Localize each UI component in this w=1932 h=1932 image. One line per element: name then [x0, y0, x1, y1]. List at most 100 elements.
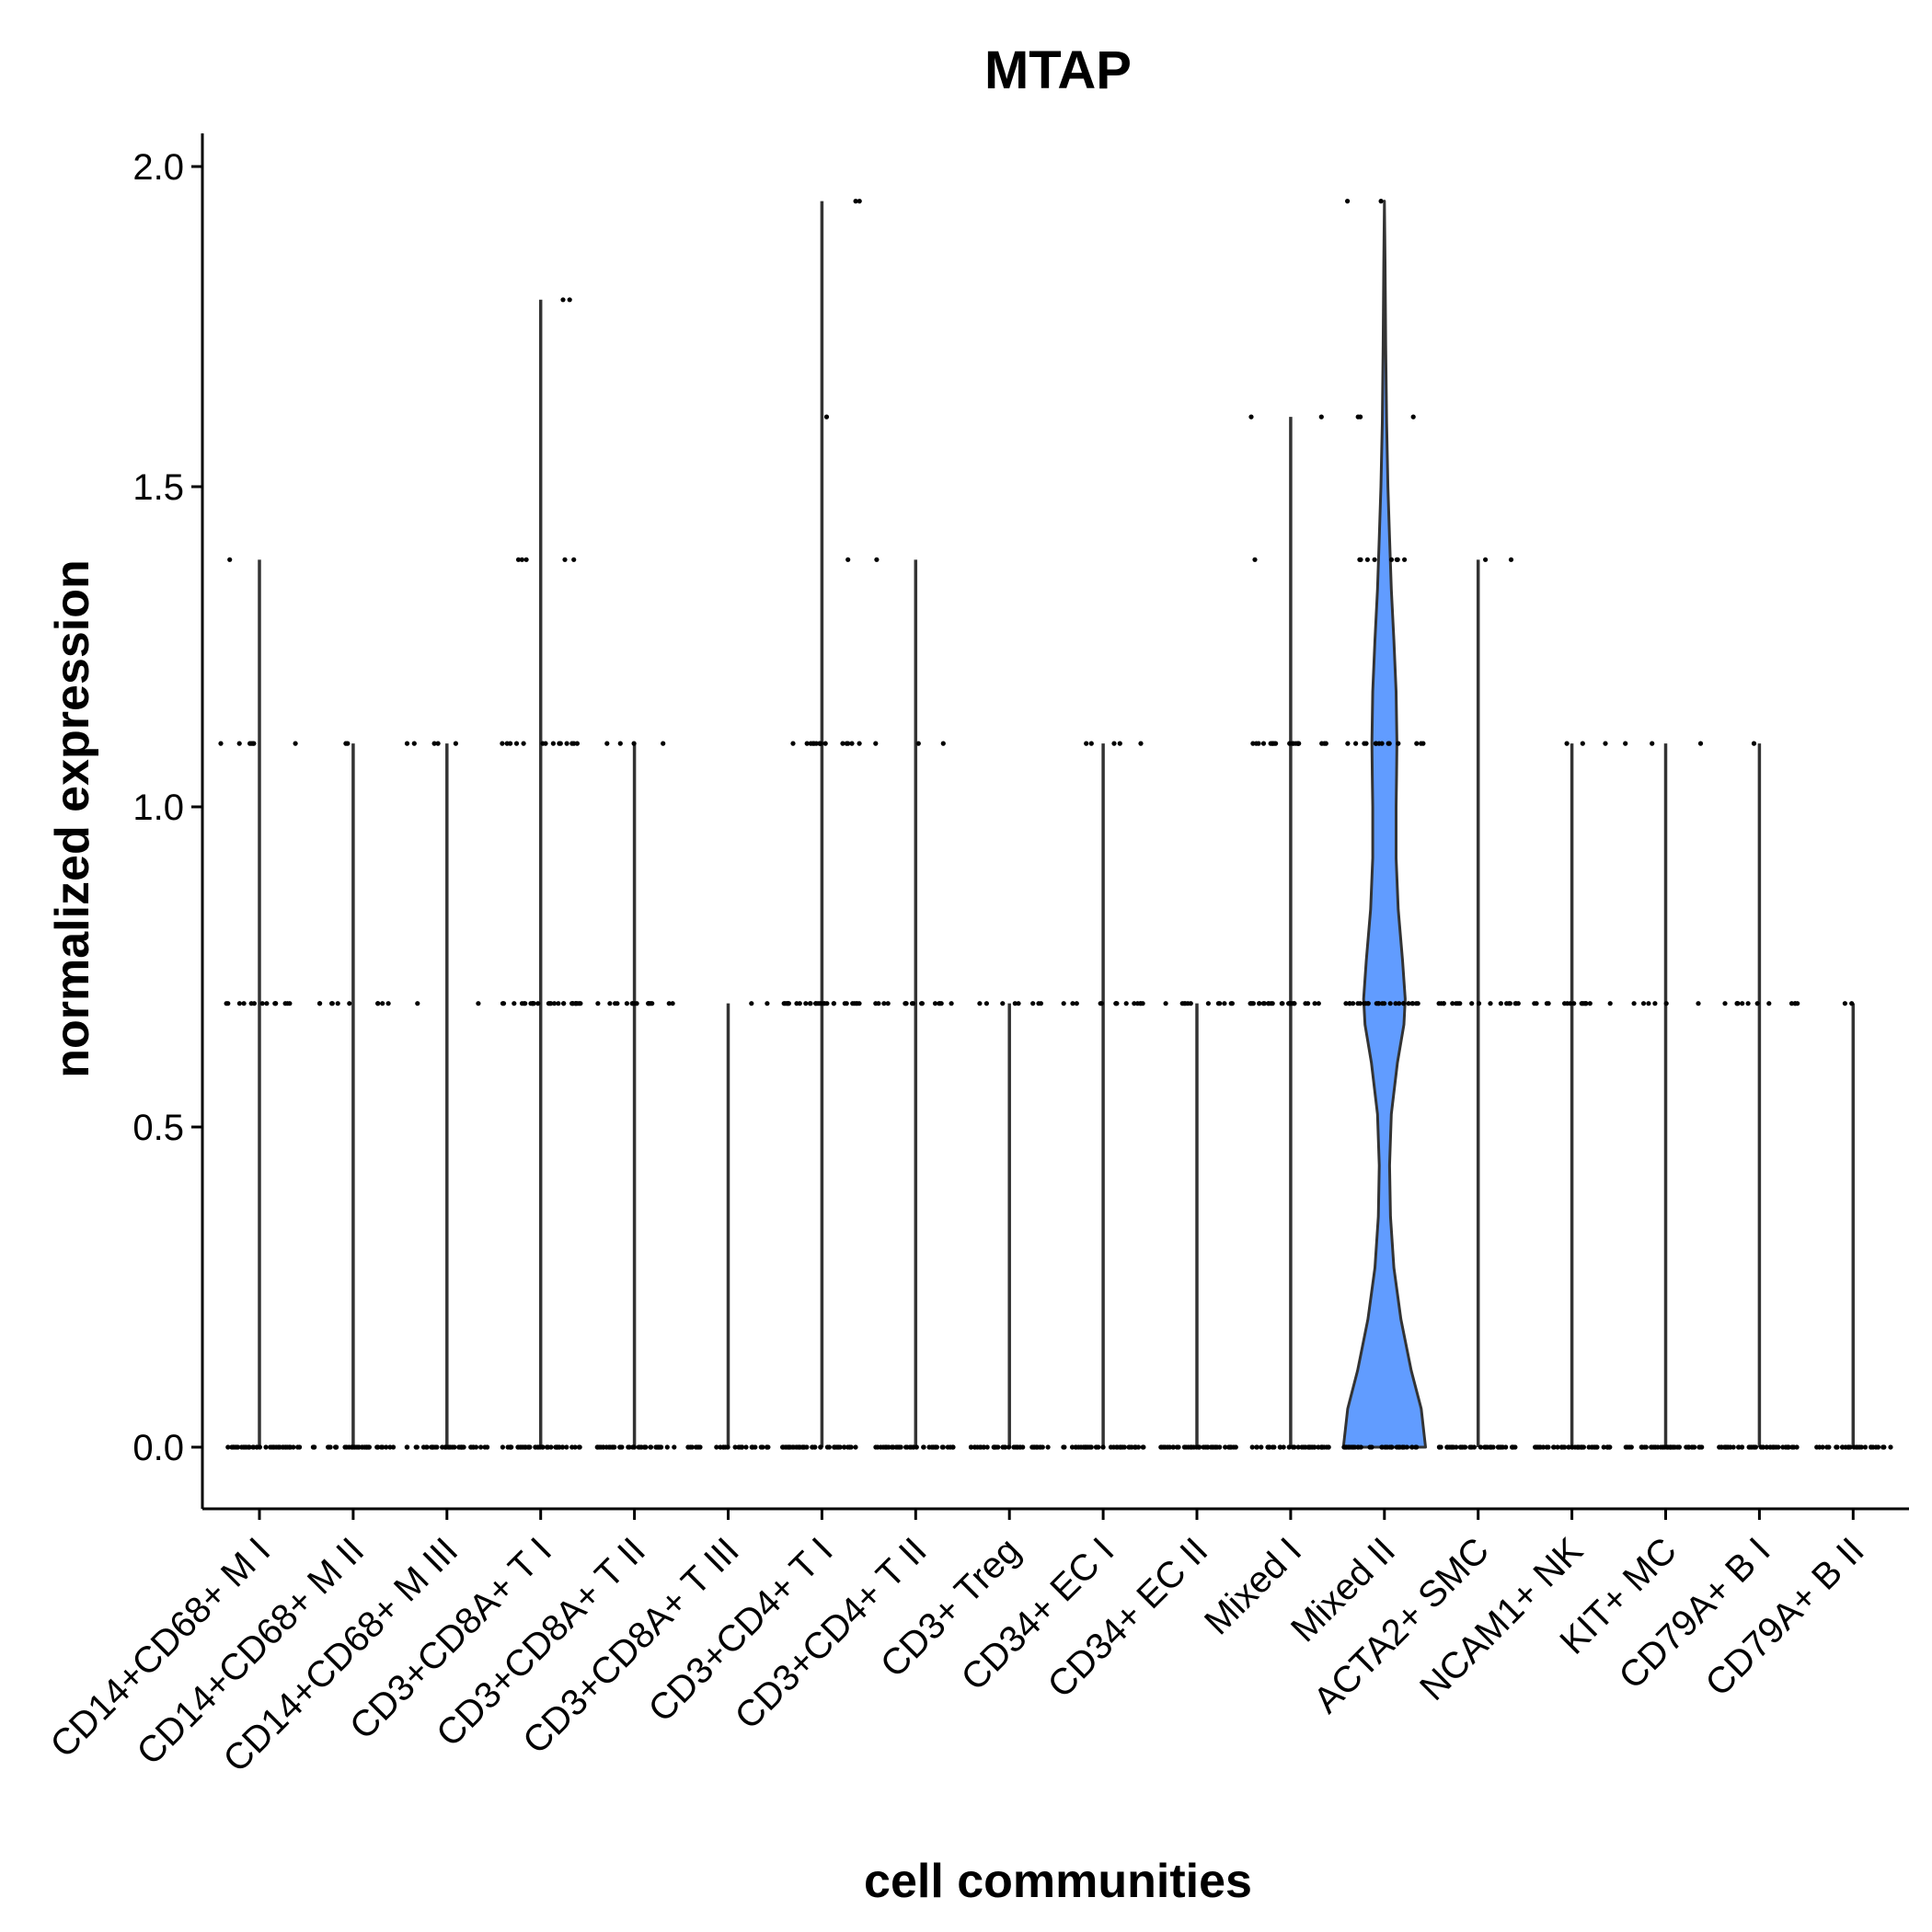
data-point: [880, 1444, 886, 1450]
data-point: [1771, 1444, 1777, 1450]
data-point: [1414, 741, 1420, 746]
data-point: [333, 1444, 339, 1450]
data-point: [1210, 1444, 1215, 1450]
data-point: [1766, 1001, 1772, 1006]
data-point: [1869, 1444, 1874, 1450]
data-point: [800, 1444, 806, 1450]
data-point: [974, 1444, 980, 1450]
data-point: [1295, 1444, 1301, 1450]
data-point: [1862, 1444, 1869, 1450]
data-point: [1583, 1001, 1589, 1006]
data-point: [1450, 1001, 1455, 1006]
y-tick-label: 0.5: [132, 1108, 184, 1148]
data-point: [1069, 1444, 1075, 1450]
data-point: [1111, 741, 1117, 746]
data-point: [1489, 1444, 1494, 1450]
data-point: [1270, 1444, 1275, 1450]
data-point: [631, 741, 637, 746]
data-point: [1016, 1001, 1021, 1006]
data-point: [1544, 1001, 1549, 1006]
data-point: [1123, 1001, 1129, 1006]
data-point: [1248, 414, 1254, 420]
data-point: [1717, 1444, 1722, 1450]
data-point: [1205, 1001, 1211, 1006]
data-point: [562, 557, 568, 562]
data-point: [1299, 1444, 1305, 1450]
data-point: [1469, 1001, 1475, 1006]
data-point: [1319, 1444, 1325, 1450]
data-point: [613, 1001, 618, 1006]
data-point: [1400, 1444, 1406, 1450]
data-point: [1386, 741, 1392, 746]
data-point: [1183, 1444, 1189, 1450]
data-point: [1358, 1444, 1363, 1450]
data-point: [567, 297, 572, 303]
data-point: [1794, 1444, 1800, 1450]
data-point: [460, 1444, 466, 1450]
data-point: [1197, 1444, 1202, 1450]
data-point: [714, 1444, 719, 1450]
data-point: [291, 1444, 296, 1450]
data-point: [626, 1444, 631, 1450]
data-point: [293, 741, 298, 746]
data-point: [342, 1444, 348, 1450]
data-point: [697, 1444, 703, 1450]
data-point: [1387, 1001, 1393, 1006]
data-point: [254, 1444, 259, 1450]
data-point: [1395, 557, 1400, 562]
data-point: [875, 1444, 880, 1450]
data-point: [1439, 1001, 1444, 1006]
data-point: [656, 1444, 661, 1450]
data-point: [411, 741, 417, 746]
data-point: [835, 1444, 841, 1450]
data-point: [1857, 1444, 1862, 1450]
data-point: [533, 1444, 538, 1450]
data-point: [1303, 1001, 1308, 1006]
data-point: [845, 741, 851, 746]
data-point: [898, 1444, 903, 1450]
data-point: [914, 1444, 919, 1450]
data-point: [1045, 1444, 1051, 1450]
data-point: [1345, 741, 1351, 746]
data-point: [1290, 1444, 1295, 1450]
data-point: [1261, 1001, 1267, 1006]
data-point: [1623, 1444, 1628, 1450]
data-point: [287, 1444, 293, 1450]
data-point: [1562, 1001, 1568, 1006]
data-point: [1345, 199, 1351, 204]
data-point: [1303, 1444, 1308, 1450]
data-point: [520, 1444, 525, 1450]
y-axis-title: normalized expression: [46, 559, 99, 1078]
data-point: [1817, 1444, 1823, 1450]
data-point: [978, 1444, 983, 1450]
data-point: [1020, 1444, 1026, 1450]
data-point: [247, 1444, 252, 1450]
data-point: [1357, 557, 1363, 562]
data-point: [404, 741, 410, 746]
data-point: [732, 1444, 738, 1450]
data-point: [500, 1444, 506, 1450]
data-point: [624, 1001, 630, 1006]
data-point: [1570, 1444, 1575, 1450]
data-point: [594, 1444, 601, 1450]
data-point: [326, 1444, 331, 1450]
data-point: [1132, 1001, 1137, 1006]
data-point: [1040, 1444, 1045, 1450]
data-point: [576, 1444, 582, 1450]
data-point: [523, 1001, 528, 1006]
data-point: [552, 1001, 558, 1006]
data-point: [229, 1444, 235, 1450]
data-point: [1792, 1001, 1798, 1006]
data-point: [554, 1444, 559, 1450]
data-point: [940, 741, 946, 746]
data-point: [1875, 1444, 1881, 1450]
data-point: [1290, 741, 1295, 746]
data-point: [1849, 1001, 1855, 1006]
data-point: [1036, 1001, 1041, 1006]
data-point: [1138, 741, 1144, 746]
data-point: [1555, 1444, 1560, 1450]
data-point: [1846, 1444, 1851, 1450]
data-point: [832, 1444, 837, 1450]
data-point: [1342, 1444, 1348, 1450]
